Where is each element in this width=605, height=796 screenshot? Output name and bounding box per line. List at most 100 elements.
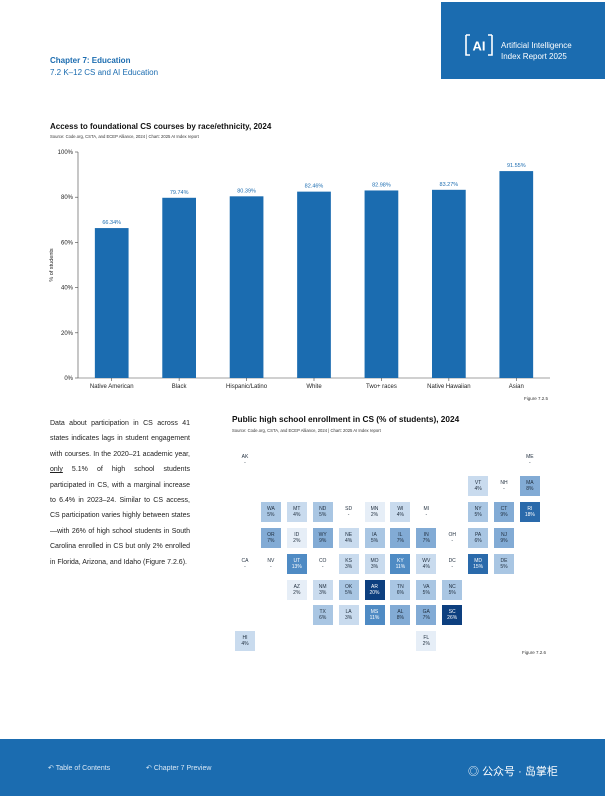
state-value: 7% <box>267 537 275 544</box>
state-value: 4% <box>241 641 249 648</box>
bar-asian <box>499 171 534 378</box>
bar-data-label: 82.98% <box>372 182 391 188</box>
bar-two-races <box>364 190 399 378</box>
state-tile-nm: NM 3% <box>312 579 333 600</box>
state-abbr: TX <box>319 609 326 616</box>
state-value: 5% <box>448 589 456 596</box>
wechat-icon: ◎ <box>468 766 483 778</box>
state-value: 5% <box>422 589 430 596</box>
state-abbr: ND <box>319 505 327 512</box>
state-abbr: IN <box>423 531 429 538</box>
state-value: - <box>451 563 454 570</box>
state-tile-ms: MS 11% <box>364 605 385 626</box>
preview-label: Chapter 7 Preview <box>153 765 212 772</box>
y-tick-label: 40% <box>61 286 74 292</box>
state-abbr: SC <box>448 609 456 616</box>
map-source: Source: Code.org, CSTA, and ECEP Allianc… <box>232 428 381 433</box>
state-abbr: OH <box>448 531 456 538</box>
bar-native-american <box>94 228 129 378</box>
state-tile-mn: MN 2% <box>364 501 385 522</box>
state-tile-tn: TN 6% <box>390 579 411 600</box>
state-value: 3% <box>370 563 379 570</box>
state-value: 3% <box>319 589 327 596</box>
state-value: - <box>529 460 531 466</box>
brand-line-2: Index Report 2025 <box>501 52 567 61</box>
state-abbr: MA <box>526 479 534 486</box>
state-tile-nh: NH - <box>494 475 514 496</box>
state-tile-wi: WI 4% <box>390 501 411 522</box>
state-tile-al: AL 8% <box>390 605 411 626</box>
state-value: 6% <box>319 615 327 622</box>
bar-white <box>297 191 331 378</box>
state-abbr: WA <box>266 505 275 512</box>
state-abbr: PA <box>474 531 482 538</box>
state-value: 7% <box>422 537 430 544</box>
bar-black <box>162 197 196 378</box>
state-abbr: AL <box>397 609 404 616</box>
state-tile-me: ME - <box>519 450 540 470</box>
state-tile-mo: MO 3% <box>364 553 385 574</box>
state-tile-il: IL 7% <box>390 527 411 548</box>
bar-chart: 0% 20% 40% 60% 80% 100% % of students 66.34% Nat… <box>49 150 550 390</box>
state-abbr: MN <box>370 505 379 512</box>
state-tile-nc: NC 5% <box>442 579 463 600</box>
state-value: 6% <box>396 589 404 596</box>
state-abbr: MT <box>293 505 301 512</box>
state-abbr: UT <box>293 557 301 564</box>
state-tile-ok: OK 5% <box>338 579 359 600</box>
state-abbr: NE <box>345 531 353 538</box>
state-value: 9% <box>500 537 508 544</box>
state-value: 2% <box>422 641 430 648</box>
state-tile-dc: DC - <box>442 553 463 574</box>
bar-data-label: 82.46% <box>305 184 324 190</box>
state-abbr: IA <box>372 531 377 538</box>
state-tile-ia: IA 5% <box>364 527 385 548</box>
toc-label: Table of Contents <box>55 765 111 772</box>
y-tick-label: 60% <box>61 240 74 246</box>
report-brand-header: AI Artificial Intelligence Index Report … <box>441 2 605 79</box>
page-footer: ↶ Table of Contents ↶ Chapter 7 Preview … <box>0 739 605 796</box>
state-tile-va: VA 5% <box>416 579 437 600</box>
state-value: - <box>244 563 246 570</box>
state-value: 4% <box>293 511 301 518</box>
state-tile-ne: NE 4% <box>338 527 359 548</box>
map-title: Public high school enrollment in CS (% o… <box>232 414 460 424</box>
return-arrow-icon: ↶ <box>146 765 154 772</box>
bar-data-label: 80.39% <box>237 188 256 194</box>
state-abbr: CO <box>318 557 327 564</box>
state-tile-tx: TX 6% <box>312 605 333 626</box>
state-abbr: NY <box>474 505 482 512</box>
state-abbr: VA <box>423 583 430 590</box>
state-value: 3% <box>344 615 353 622</box>
state-tile-ri: RI 18% <box>519 501 540 522</box>
state-abbr: VT <box>474 479 482 486</box>
state-abbr: AZ <box>293 583 300 590</box>
return-arrow-icon: ↶ <box>48 765 56 772</box>
wechat-label: 公众号 · 岛掌柜 <box>482 766 558 778</box>
state-abbr: IL <box>398 531 403 538</box>
state-abbr: LA <box>345 609 352 616</box>
state-abbr: FL <box>423 635 430 642</box>
state-tile-la: LA 3% <box>338 605 359 626</box>
table-of-contents-link[interactable]: ↶ Table of Contents <box>48 764 110 772</box>
state-abbr: WV <box>422 557 431 564</box>
state-value: 7% <box>396 537 404 544</box>
logo-letters: AI <box>473 39 486 54</box>
state-abbr: HI <box>242 635 248 642</box>
wechat-watermark: ◎ 公众号 · 岛掌柜 <box>468 763 558 779</box>
x-tick-label: Black <box>172 384 188 390</box>
state-value: - <box>270 563 272 570</box>
state-value: - <box>244 460 246 466</box>
chapter-preview-link[interactable]: ↶ Chapter 7 Preview <box>146 764 211 772</box>
state-abbr: ID <box>294 531 300 538</box>
state-abbr: DC <box>448 557 456 564</box>
state-abbr: MS <box>370 609 379 616</box>
state-value: 11% <box>369 615 380 622</box>
state-abbr: WY <box>318 531 327 538</box>
state-value: - <box>347 511 350 518</box>
state-abbr: AK <box>241 454 249 460</box>
state-value: 5% <box>370 537 379 544</box>
state-value: - <box>321 563 324 570</box>
state-value: - <box>503 485 505 492</box>
chapter-title: Chapter 7: Education <box>50 56 131 65</box>
